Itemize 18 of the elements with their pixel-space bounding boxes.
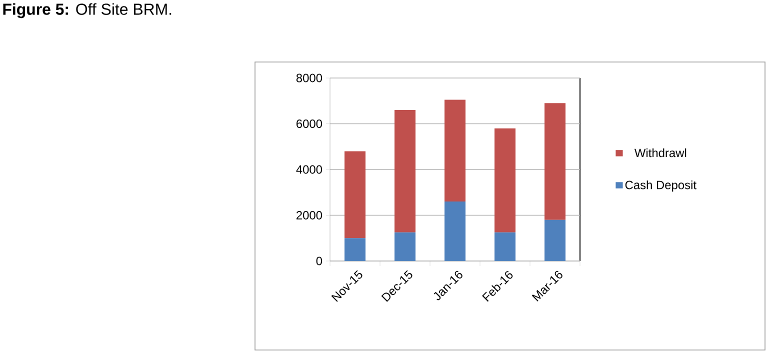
bar — [394, 110, 416, 232]
text: Figure 5: Off Site BRM. — [3, 3, 172, 18]
bar — [344, 151, 366, 238]
bar — [544, 220, 566, 261]
bar — [494, 232, 516, 261]
y-tick-label: 4000 — [296, 165, 322, 174]
legend-label: Cash Deposit — [625, 180, 696, 192]
y-tick-label: 0 — [316, 256, 322, 266]
y-tick-label: 8000 — [296, 74, 322, 82]
bar — [494, 128, 516, 232]
y-tick-label: 2000 — [296, 211, 322, 220]
bar — [394, 232, 416, 261]
bar — [544, 103, 566, 220]
bar — [344, 238, 366, 261]
legend-label: Withdrawl — [634, 148, 686, 158]
bar — [444, 202, 466, 261]
bar — [444, 100, 466, 202]
y-tick-label: 6000 — [296, 120, 322, 128]
